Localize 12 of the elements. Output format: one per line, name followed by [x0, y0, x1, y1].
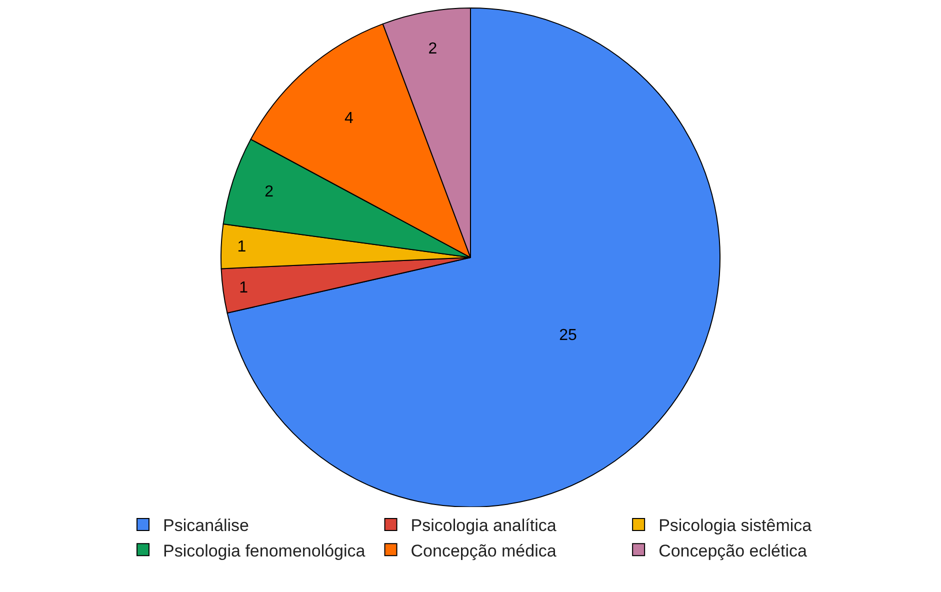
data-label: 2 — [428, 40, 438, 58]
legend-label: Psicologia analítica — [410, 516, 557, 536]
legend-label: Concepção eclética — [658, 541, 808, 560]
data-label: 4 — [344, 110, 354, 127]
legend-label: Psicologia sistêmica — [658, 516, 812, 536]
data-label: 2 — [264, 184, 274, 201]
data-label: 1 — [237, 238, 246, 256]
legend-label: Psicanálise — [163, 516, 249, 536]
legend-label: Psicologia fenomenológica — [163, 541, 366, 560]
data-label: 1 — [239, 280, 248, 297]
data-label: 25 — [559, 326, 577, 344]
legend-label: Concepção médica — [410, 541, 557, 560]
